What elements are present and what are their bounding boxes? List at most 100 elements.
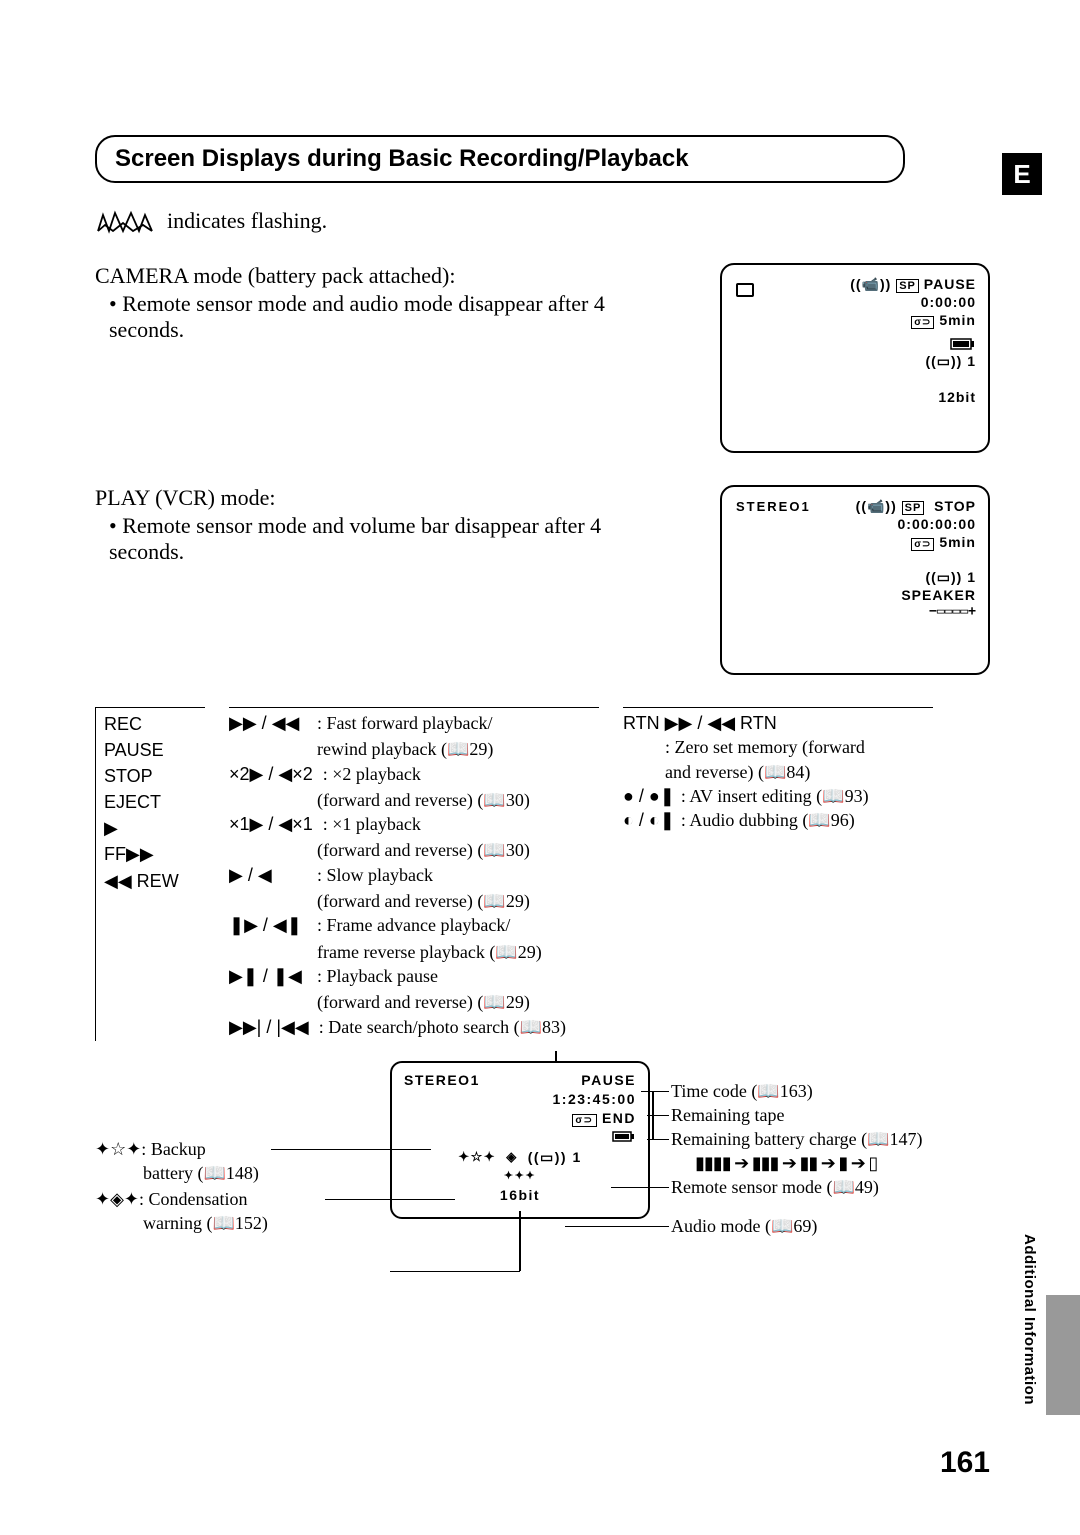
lcd-time: 0:00:00 — [734, 293, 976, 311]
rew-label: ◀◀ REW — [104, 868, 205, 894]
timecode-label: Time code (📖163) — [671, 1081, 813, 1102]
section-title: Screen Displays during Basic Recording/P… — [115, 145, 689, 172]
battery-icon — [950, 338, 976, 350]
camera-mode-bullet: Remote sensor mode and audio mode disapp… — [109, 291, 615, 343]
play-mode-bullet: Remote sensor mode and volume bar disapp… — [109, 513, 615, 565]
sym-x2: ×2▶ / ◀×2 — [229, 762, 313, 786]
d-audio: 16bit — [500, 1186, 540, 1205]
backup-starburst-icon: ✦☆✦: — [95, 1139, 146, 1159]
play-mode-title: PLAY (VCR) mode: — [95, 485, 615, 511]
camera-mode-block: CAMERA mode (battery pack attached): Rem… — [95, 263, 990, 453]
desc-frame: : Frame advance playback/ — [317, 913, 510, 937]
side-tab: E — [1002, 153, 1042, 195]
battery-steps: ▮▮▮▮ ➔ ▮▮▮ ➔ ▮▮ ➔ ▮ ➔ ▯ — [695, 1153, 877, 1174]
play-mode-block: PLAY (VCR) mode: Remote sensor mode and … — [95, 485, 990, 675]
side-thumb-bar — [1046, 1295, 1080, 1415]
sym-frame: ❚▶ / ◀❚ — [229, 913, 307, 937]
connector-line — [390, 1271, 520, 1273]
backup-label: Backup — [151, 1139, 206, 1159]
detail-diagram: STEREO1PAUSE 1:23:45:00 σ⊃ END ✦☆✦ ◈ ((▭… — [95, 1051, 990, 1311]
backup-icon: ✦☆✦ — [458, 1148, 496, 1167]
speaker-label: SPEAKER — [734, 586, 976, 604]
sym-adub: ◐ / ◐❚ — [623, 808, 675, 832]
side-section-label: Additional Information — [1021, 1234, 1038, 1405]
sym-slow: ▶ / ◀ — [229, 863, 307, 887]
stereo-label: STEREO1 — [736, 499, 811, 514]
sym-ff: ▶▶ / ◀◀ — [229, 711, 307, 735]
connector-line — [519, 1211, 521, 1271]
cond-ref: warning (📖152) — [143, 1213, 268, 1234]
flashing-text: indicates flashing. — [167, 208, 327, 234]
ref-col-1: REC PAUSE STOP EJECT ▶ FF▶▶ ◀◀ REW — [95, 707, 205, 1041]
pause-label: PAUSE — [104, 737, 205, 763]
play-mode-text: PLAY (VCR) mode: Remote sensor mode and … — [95, 485, 615, 675]
ref-col-3: RTN ▶▶ / ◀◀ RTN : Zero set memory (forwa… — [623, 707, 933, 1041]
sym-search: ▶▶| / |◀◀ — [229, 1015, 309, 1039]
cond-starburst-icon: ✦◈✦: — [95, 1189, 144, 1209]
flashing-indicator-line: indicates flashing. — [95, 207, 990, 235]
camera-mode-text: CAMERA mode (battery pack attached): Rem… — [95, 263, 615, 453]
d-status: PAUSE — [581, 1071, 636, 1090]
desc-rtn: : Zero set memory (forward — [623, 735, 933, 759]
section-header: Screen Displays during Basic Recording/P… — [95, 135, 905, 183]
desc-slow: : Slow playback — [317, 863, 433, 887]
lcd-line-1: ((📹)) SP PAUSE — [734, 275, 976, 293]
connector-line — [565, 1226, 669, 1228]
lcd-battery — [734, 334, 976, 352]
rec-indicator-icon — [736, 283, 754, 297]
camera-lcd: ((📹)) SP PAUSE 0:00:00 σ⊃ 5min ((▭)) 1 1… — [720, 263, 990, 453]
volume-bar: −▭▭▭▭+ — [734, 604, 976, 621]
lcd-remote: ((▭)) 1 — [734, 568, 976, 586]
eject-label: EJECT — [104, 789, 205, 815]
connector-line — [271, 1149, 431, 1151]
detail-lcd: STEREO1PAUSE 1:23:45:00 σ⊃ END ✦☆✦ ◈ ((▭… — [390, 1061, 650, 1219]
starburst-icon — [95, 207, 155, 235]
rembatt-label: Remaining battery charge (📖147) — [671, 1129, 923, 1150]
connector-line — [647, 1115, 669, 1117]
cont-rtn: and reverse) (📖84) — [623, 760, 933, 784]
sp-badge: SP — [902, 501, 925, 515]
cont-ff: rewind playback (📖29) — [229, 737, 599, 761]
cont-slow: (forward and reverse) (📖29) — [229, 889, 599, 913]
desc-pbpause: : Playback pause — [317, 964, 438, 988]
desc-x2: : ×2 playback — [323, 762, 421, 786]
connector-line — [647, 1139, 669, 1141]
backup-ref: battery (📖148) — [143, 1163, 259, 1184]
camera-mode-title: CAMERA mode (battery pack attached): — [95, 263, 615, 289]
rec-label: REC — [104, 711, 205, 737]
lcd-tape: σ⊃ 5min — [734, 533, 976, 551]
d-stereo: STEREO1 — [404, 1071, 480, 1090]
desc-ff: : Fast forward playback/ — [317, 711, 492, 735]
d-time: 1:23:45:00 — [553, 1090, 637, 1109]
cond-label-row: ✦◈✦: Condensation — [95, 1189, 248, 1210]
lcd-remote: ((▭)) 1 — [734, 352, 976, 370]
status-text: PAUSE — [924, 276, 976, 292]
connector-line — [641, 1091, 669, 1093]
cont-x2: (forward and reverse) (📖30) — [229, 788, 599, 812]
connector-line — [611, 1187, 669, 1189]
d-battery-icon — [612, 1128, 636, 1147]
connector-line — [555, 1051, 557, 1063]
remote-label: Remote sensor mode (📖49) — [671, 1177, 879, 1198]
sym-pbpause: ▶❚ / ❚◀ — [229, 964, 307, 988]
flash-icon: ✦✦✦ — [504, 1169, 536, 1184]
remote-icon: ((📹)) — [850, 276, 891, 292]
desc-x1: : ×1 playback — [323, 812, 421, 836]
side-tab-letter: E — [1013, 159, 1030, 190]
play-label: ▶ — [104, 815, 205, 841]
sym-rtn: RTN ▶▶ / ◀◀ RTN — [623, 711, 777, 735]
lcd-tape: σ⊃ 5min — [734, 311, 976, 329]
sym-x1: ×1▶ / ◀×1 — [229, 812, 313, 836]
cont-pbpause: (forward and reverse) (📖29) — [229, 990, 599, 1014]
desc-avins: : AV insert editing (📖93) — [681, 784, 869, 808]
play-lcd: STEREO1 ((📹)) SP STOP 0:00:00:00 σ⊃ 5min… — [720, 485, 990, 675]
page-number: 161 — [940, 1446, 990, 1480]
lcd-audio: 12bit — [734, 388, 976, 406]
connector-line — [325, 1199, 455, 1201]
desc-adub: : Audio dubbing (📖96) — [681, 808, 855, 832]
lcd-time: 0:00:00:00 — [734, 515, 976, 533]
condensation-icon: ◈ — [506, 1148, 518, 1167]
reference-grid: REC PAUSE STOP EJECT ▶ FF▶▶ ◀◀ REW ▶▶ / … — [95, 707, 990, 1041]
backup-label-row: ✦☆✦: Backup — [95, 1139, 206, 1160]
cont-x1: (forward and reverse) (📖30) — [229, 838, 599, 862]
